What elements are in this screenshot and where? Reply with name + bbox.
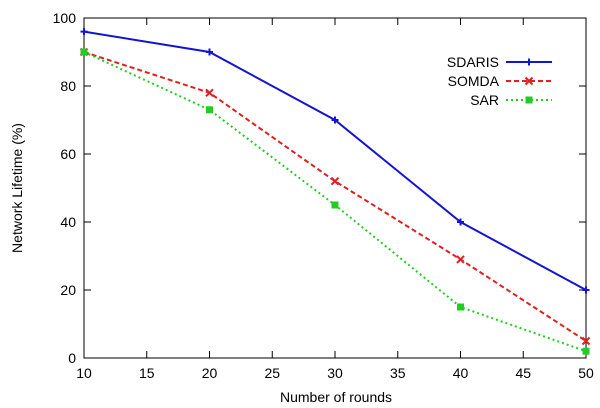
y-tick-label: 40 — [60, 214, 76, 230]
x-tick-label: 50 — [578, 365, 594, 381]
x-axis-title: Number of rounds — [280, 389, 392, 405]
legend-label-sdaris: SDARIS — [447, 54, 499, 70]
marker-stroke — [581, 336, 591, 346]
legend-marker-somda — [524, 76, 534, 86]
series-sar — [80, 48, 590, 355]
marker-stroke — [524, 76, 534, 86]
data-point-sdaris — [582, 286, 590, 294]
series-group — [79, 28, 591, 355]
x-tick-label: 45 — [515, 365, 531, 381]
data-point-sar — [457, 303, 464, 311]
data-point-sar — [80, 48, 88, 56]
marker-stroke — [205, 88, 214, 98]
y-tick-label: 60 — [60, 146, 76, 162]
series-line-sdaris — [83, 30, 587, 291]
marker-stroke — [330, 176, 340, 186]
legend: SDARIS SOMDA SAR — [447, 54, 552, 108]
data-point-somda — [581, 336, 591, 346]
plot-area — [83, 17, 587, 359]
marker-stroke — [456, 255, 465, 264]
legend-label-sar: SAR — [470, 92, 499, 108]
y-axis-title: Network Lifetime (%) — [9, 123, 25, 253]
y-tick-label: 0 — [68, 350, 76, 366]
x-tick-label: 30 — [327, 365, 343, 381]
y-tick-label: 80 — [60, 78, 76, 94]
x-tick-label: 20 — [202, 365, 218, 381]
x-tick-label: 25 — [264, 365, 280, 381]
data-point-sdaris — [457, 218, 464, 226]
data-point-somda — [330, 176, 340, 186]
x-tick-label: 10 — [76, 365, 92, 381]
data-point-sar — [206, 106, 213, 114]
data-point-somda — [456, 255, 465, 264]
data-point-sdaris — [206, 48, 213, 56]
data-point-sar — [582, 347, 590, 355]
series-somda — [79, 47, 591, 346]
series-line-somda — [83, 51, 587, 342]
series-sdaris — [80, 28, 590, 294]
axes: 10 15 20 25 30 35 40 45 50 0 20 40 60 80 100 — [53, 10, 594, 381]
data-point-somda — [205, 88, 214, 98]
plot-frame — [83, 17, 587, 359]
legend-marker-sar — [525, 96, 533, 104]
legend-marker-sdaris — [525, 58, 533, 66]
x-tick-label: 15 — [139, 365, 155, 381]
data-point-sdaris — [331, 116, 339, 124]
x-tick-label: 40 — [453, 365, 469, 381]
data-point-sdaris — [80, 28, 88, 36]
y-tick-label: 20 — [60, 282, 76, 298]
x-tick-label: 35 — [390, 365, 406, 381]
y-tick-label: 100 — [53, 10, 77, 26]
data-point-sar — [331, 201, 339, 209]
legend-label-somda: SOMDA — [448, 73, 500, 89]
